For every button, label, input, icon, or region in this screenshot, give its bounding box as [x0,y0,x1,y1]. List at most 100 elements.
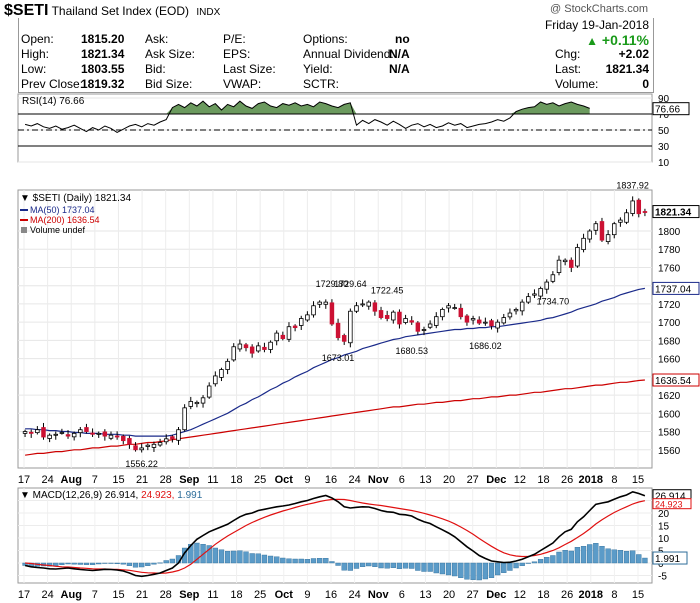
macd-histogram-bar [83,562,90,565]
macd-tick-label: 20 [658,509,670,520]
candle-body [470,318,476,321]
candle-body [206,385,212,398]
macd-histogram-bar [623,551,630,564]
macd-histogram-bar [402,562,409,569]
price-annotation: 1673.01 [322,353,355,363]
macd-histogram-bar [537,559,544,564]
macd-histogram-bar [507,562,513,571]
price-annotation: 1680.53 [395,346,428,356]
price-annotation: 1837.92 [616,180,649,190]
rsi-overbought-area [25,101,590,114]
macd-histogram-bar [599,546,605,564]
price-tick-label: 1620 [658,391,681,402]
candle-body [605,234,611,242]
x-tick-label-top: Nov [368,474,390,486]
ma200-last-label: 1636.54 [655,376,692,387]
x-tick-label-top: 9 [304,474,310,486]
macd-histogram-bar [378,562,384,569]
low-label: Low: [21,62,47,76]
candle-body [489,320,494,327]
candle-body [182,407,187,431]
macd-histogram-bar [341,562,347,571]
pe-label: P/E: [223,32,246,46]
candle-body [415,322,421,332]
macd-histogram-bar [494,562,501,576]
candle-body [427,323,433,328]
macd-histogram-bar [145,562,151,566]
candle-body [556,259,562,273]
macd-histogram-bar [409,562,415,569]
ask-size-label: Ask Size: [145,47,196,61]
x-tick-label-bottom: 24 [41,589,53,601]
macd-legend-signal: 24.923, [141,490,177,501]
candle-body [384,315,390,319]
candle-body [593,223,599,231]
price-tick-label: 1720 [658,300,681,311]
x-tick-label-top: 17 [18,474,30,486]
candle-body [274,332,279,342]
x-tick-label-top: 27 [467,474,479,486]
price-tick-label: 1700 [658,318,681,329]
rsi-panel: 90 70 50 30 10 76.66 RSI(14) 76.66 [17,93,690,169]
macd-histogram-bar [89,562,96,565]
candle-body [372,302,378,312]
candle-body [47,434,52,439]
x-tick-label-bottom: 16 [325,589,337,601]
open-value: 1815.20 [81,32,125,46]
macd-histogram-bar [151,562,157,565]
candle-body [599,221,605,241]
macd-histogram-bar [139,562,145,568]
candle-body [176,429,181,441]
quote-date: Friday 19-Jan-2018 [544,18,649,32]
macd-tick-label: 15 [658,522,670,533]
candle-body [90,432,95,435]
macd-histogram-bar [317,558,323,564]
macd-histogram-bar [261,554,268,564]
price-tick-label: 1660 [658,355,681,366]
prev-close-label: Prev Close: [21,77,84,91]
candle-body [231,346,236,361]
x-tick-label-bottom: 9 [304,589,310,601]
macd-histogram-bar [519,562,525,566]
rsi-legend: RSI(14) 76.66 [22,96,85,107]
hist-last-box [652,551,688,565]
candle-body [569,259,574,268]
chg-value: +2.02 [618,47,649,61]
candle-body [311,305,316,316]
candle-body [409,320,414,323]
candle-body [262,346,267,350]
candle-body [538,288,543,297]
macd-histogram-bar [433,562,439,574]
x-tick-label-bottom: 15 [112,589,124,601]
x-tick-label-bottom: 15 [632,589,644,601]
open-label: Open: [21,32,54,46]
macd-histogram-bar [188,544,194,564]
ma200-legend: MA(200) 1636.54 [30,215,100,225]
macd-legend-value: 26.914, [105,490,141,501]
macd-histogram-bar [231,550,237,564]
x-tick-label-bottom: 6 [399,589,405,601]
index-name: Thailand Set Index (EOD) [51,4,189,18]
candle-body [286,326,292,340]
candle-body [618,219,623,223]
prev-close-value: 1819.32 [81,77,125,91]
macd-histogram-bar [384,562,390,569]
macd-histogram-bar [415,562,421,571]
macd-histogram-bar [102,562,108,564]
candle-body [268,341,273,350]
x-tick-label-bottom: 18 [537,589,549,601]
candle-body [71,432,77,438]
macd-histogram-bar [292,558,298,564]
price-tick-label: 1580 [658,428,681,439]
candle-body [84,427,89,432]
x-tick-label-bottom: 17 [18,589,30,601]
up-arrow-icon: ▲ [586,34,598,48]
price-annotation: 1722.45 [371,286,404,296]
price-legend-main: ▼ $SETI (Daily) 1821.34 [20,193,131,204]
candle-body [59,432,65,434]
x-tick-label-top: 2018 [579,474,603,486]
last-value: 1821.34 [605,62,649,76]
candle-body [170,436,175,440]
candle-body [194,401,200,405]
macd-histogram-bar [353,562,360,569]
